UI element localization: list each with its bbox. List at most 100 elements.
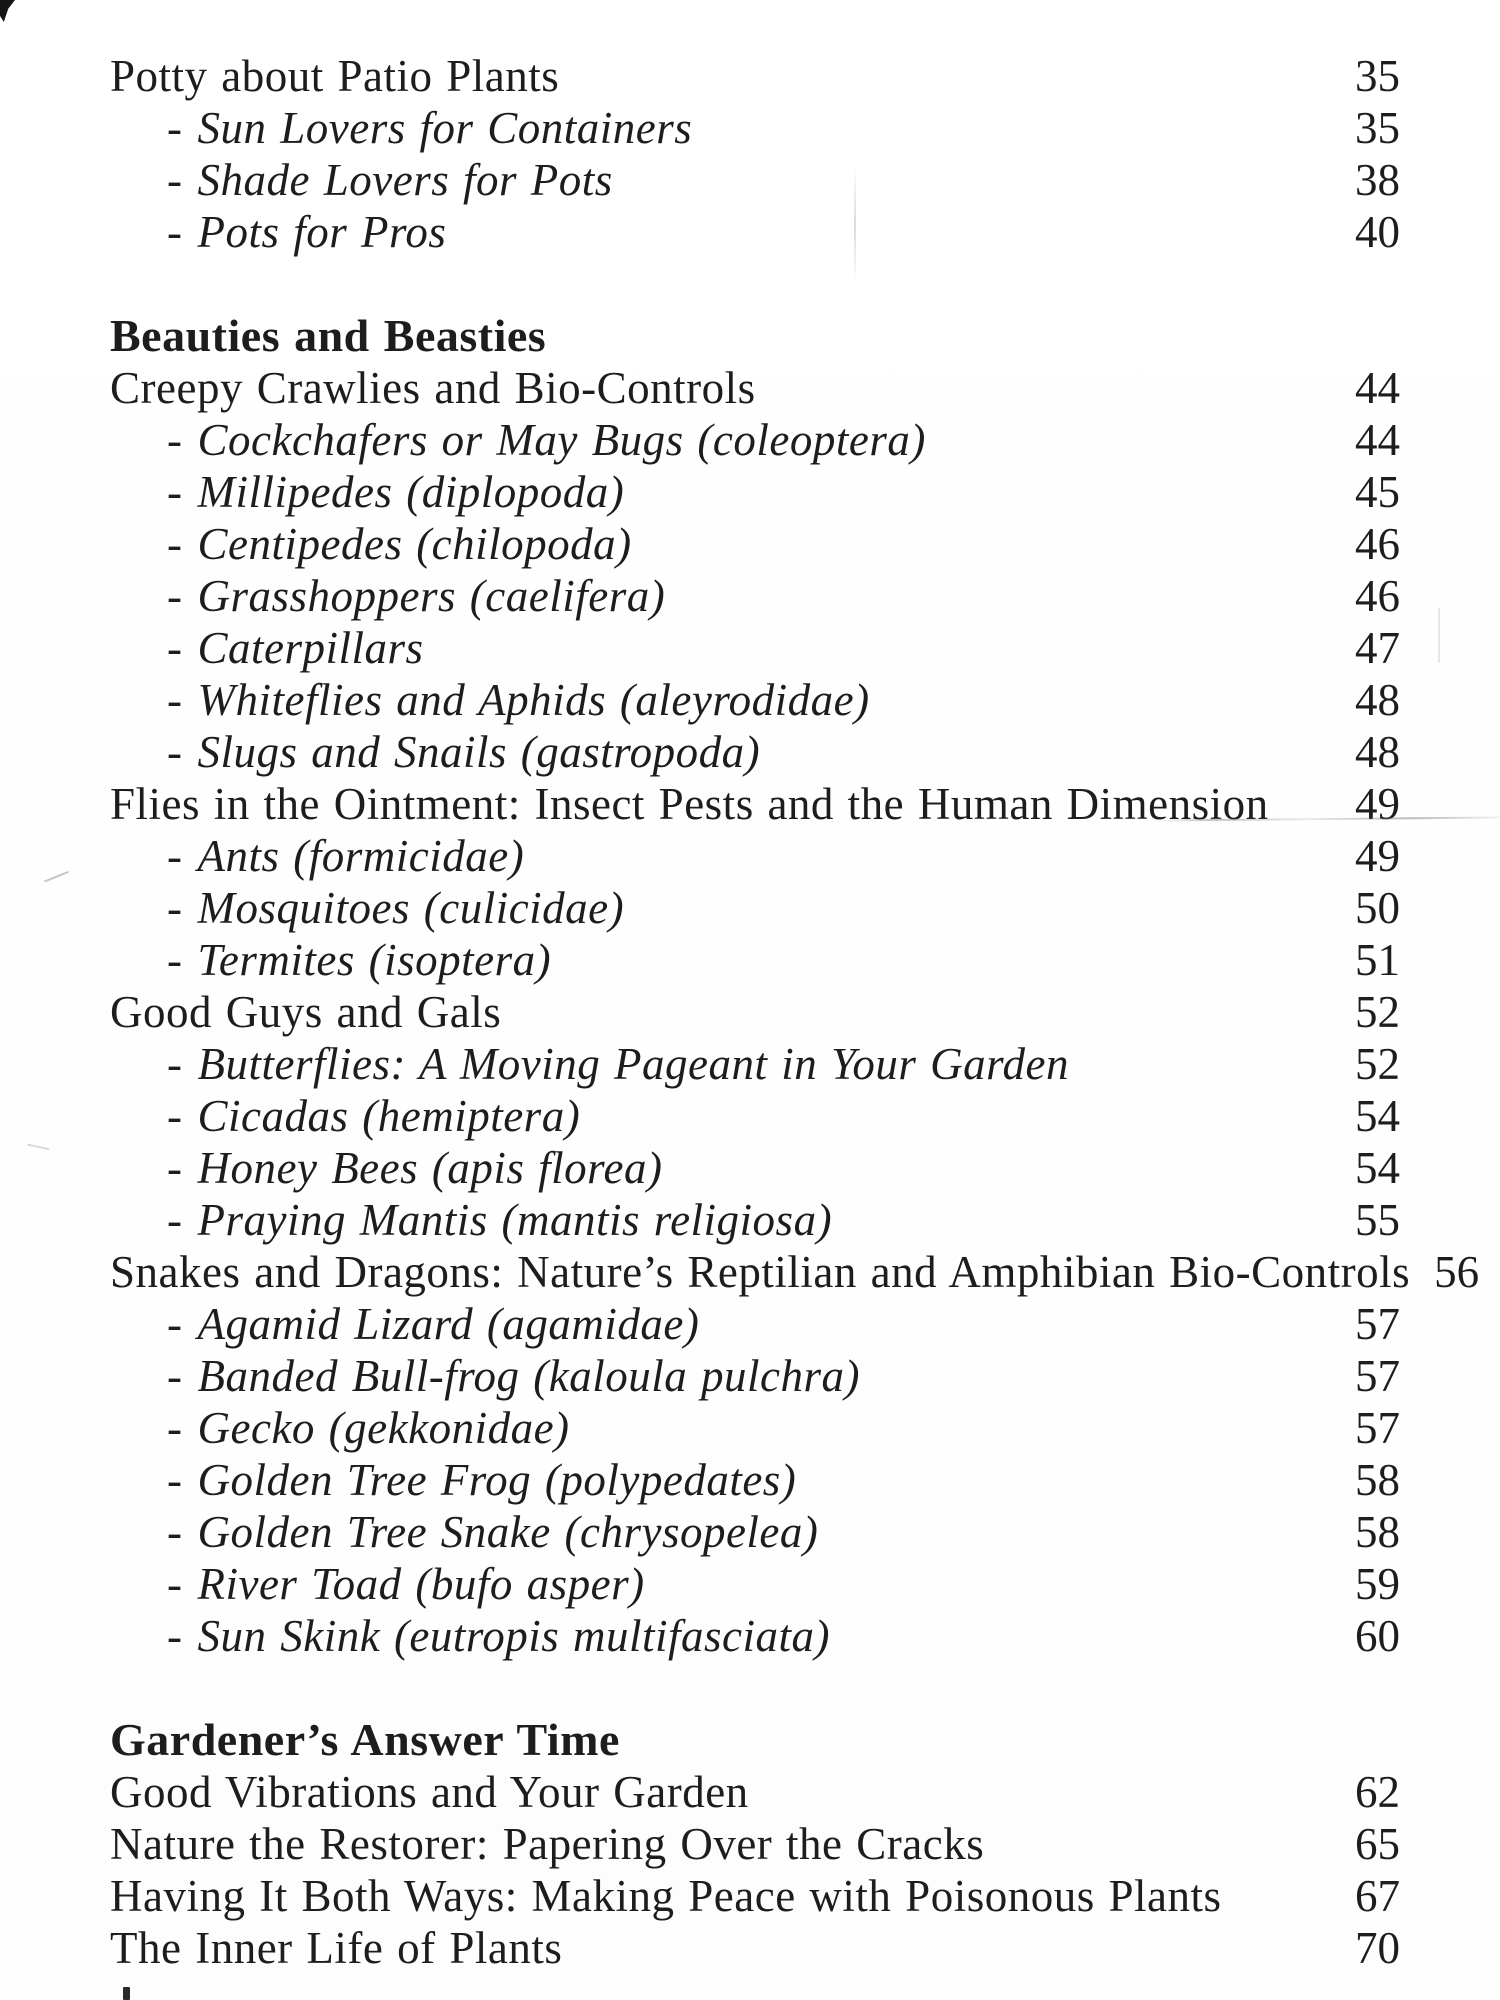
entry-dash: - (167, 883, 183, 933)
entry-title: - Golden Tree Snake (chrysopelea) (110, 1506, 818, 1558)
entry-title: - Slugs and Snails (gastropoda) (110, 726, 760, 778)
section-heading: Beauties and Beasties (110, 310, 547, 361)
entry-page-number: 59 (1355, 1559, 1400, 1609)
toc-entry: - Mosquitoes (culicidae) 50 (110, 882, 1400, 934)
entry-text: Whiteflies and Aphids (aleyrodidae) (197, 675, 870, 725)
toc-entry: - Slugs and Snails (gastropoda) 48 (110, 726, 1400, 778)
entry-text: Mosquitoes (culicidae) (197, 883, 625, 933)
entry-page-number: 55 (1355, 1195, 1400, 1245)
toc-entry: - Ants (formicidae) 49 (110, 830, 1400, 882)
entry-title: - Shade Lovers for Pots (110, 154, 613, 206)
entry-page-number: 65 (1355, 1819, 1400, 1869)
entry-title: - Grasshoppers (caelifera) (110, 570, 665, 622)
entry-text: Centipedes (chilopoda) (197, 519, 632, 569)
entry-title: Potty about Patio Plants (110, 50, 559, 102)
entry-title: - Butterflies: A Moving Pageant in Your G… (110, 1038, 1069, 1090)
entry-text: Honey Bees (apis florea) (197, 1143, 663, 1193)
entry-dash: - (167, 1351, 183, 1401)
toc-entry: - Millipedes (diplopoda) 45 (110, 466, 1400, 518)
toc-entry: Having It Both Ways: Making Peace with P… (110, 1870, 1400, 1922)
section-heading: Gardener’s Answer Time (110, 1714, 620, 1765)
entry-page-number: 48 (1355, 675, 1400, 725)
toc-entry: - Caterpillars 47 (110, 622, 1400, 674)
toc-entry: Good Vibrations and Your Garden 62 (110, 1766, 1400, 1818)
entry-page-number: 44 (1355, 415, 1400, 465)
toc-entry: - Golden Tree Snake (chrysopelea) 58 (110, 1506, 1400, 1558)
entry-text: Having It Both Ways: Making Peace with P… (110, 1871, 1222, 1921)
toc-entry: - Honey Bees (apis florea) 54 (110, 1142, 1400, 1194)
toc-entry: - Whiteflies and Aphids (aleyrodidae) 48 (110, 674, 1400, 726)
entry-dash: - (167, 1559, 183, 1609)
entry-dash: - (167, 831, 183, 881)
toc-entry: Flies in the Ointment: Insect Pests and … (110, 778, 1400, 830)
entry-dash: - (167, 103, 183, 153)
entry-title: - Praying Mantis (mantis religiosa) (110, 1194, 832, 1246)
entry-title: - Agamid Lizard (agamidae) (110, 1298, 699, 1350)
scan-speck (41, 863, 69, 883)
entry-text: Golden Tree Snake (chrysopelea) (197, 1507, 819, 1557)
entry-dash: - (167, 1507, 183, 1557)
entry-page-number: 46 (1355, 519, 1400, 569)
entry-text: Cicadas (hemiptera) (197, 1091, 581, 1141)
entry-page-number: 67 (1355, 1871, 1400, 1921)
toc-entry: - Pots for Pros 40 (110, 206, 1400, 258)
entry-title: - Honey Bees (apis florea) (110, 1142, 662, 1194)
entry-text: Butterflies: A Moving Pageant in Your Ga… (197, 1039, 1069, 1089)
entry-title: The Inner Life of Plants (110, 1922, 562, 1974)
entry-dash: - (167, 1299, 183, 1349)
scan-speck (27, 1137, 51, 1151)
toc-entry: - Grasshoppers (caelifera) 46 (110, 570, 1400, 622)
entry-title: Good Guys and Gals (110, 986, 501, 1038)
entry-text: Agamid Lizard (agamidae) (197, 1299, 700, 1349)
entry-dash: - (167, 571, 183, 621)
entry-text: Flies in the Ointment: Insect Pests and … (110, 779, 1269, 829)
entry-title: - Caterpillars (110, 622, 424, 674)
entry-text: Snakes and Dragons: Nature’s Reptilian a… (110, 1247, 1411, 1297)
toc-entry: - River Toad (bufo asper) 59 (110, 1558, 1400, 1610)
toc-entry: - Cockchafers or May Bugs (coleoptera) 44 (110, 414, 1400, 466)
entry-title: - River Toad (bufo asper) (110, 1558, 645, 1610)
entry-page-number: 57 (1355, 1403, 1400, 1453)
entry-dash: - (167, 1611, 183, 1661)
entry-text: Shade Lovers for Pots (197, 155, 613, 205)
entry-dash: - (167, 1091, 183, 1141)
entry-title: Good Vibrations and Your Garden (110, 1766, 749, 1818)
entry-text: Good Guys and Gals (110, 987, 502, 1037)
entry-text: Sun Lovers for Containers (197, 103, 693, 153)
toc-entry: - Agamid Lizard (agamidae) 57 (110, 1298, 1400, 1350)
entry-dash: - (167, 623, 183, 673)
entry-dash: - (167, 1455, 183, 1505)
entry-page-number: 52 (1355, 1039, 1400, 1089)
entry-title: - Gecko (gekkonidae) (110, 1402, 570, 1454)
entry-page-number: 35 (1355, 51, 1400, 101)
entry-text: Pots for Pros (197, 207, 447, 257)
toc-section: Beauties and Beasties Creepy Crawlies and… (110, 310, 1479, 1662)
entry-title: Snakes and Dragons: Nature’s Reptilian a… (110, 1246, 1410, 1298)
entry-dash: - (167, 935, 183, 985)
entry-page-number: 40 (1355, 207, 1400, 257)
entry-page-number: 54 (1355, 1143, 1400, 1193)
toc-entry: - Golden Tree Frog (polypedates) 58 (110, 1454, 1400, 1506)
entry-text: Slugs and Snails (gastropoda) (197, 727, 761, 777)
entry-text: Grasshoppers (caelifera) (197, 571, 666, 621)
entry-page-number: 51 (1355, 935, 1400, 985)
entry-title: - Mosquitoes (culicidae) (110, 882, 624, 934)
entry-title: Creepy Crawlies and Bio-Controls (110, 362, 756, 414)
toc-section: Potty about Patio Plants 35 - Sun Lovers fo… (110, 50, 1400, 258)
toc-entry: - Sun Skink (eutropis multifasciata) 60 (110, 1610, 1400, 1662)
entry-text: Nature the Restorer: Papering Over the C… (110, 1819, 985, 1869)
entry-title: - Cicadas (hemiptera) (110, 1090, 580, 1142)
entry-page-number: 49 (1355, 831, 1400, 881)
entry-page-number: 56 (1434, 1247, 1480, 1297)
entry-page-number: 57 (1355, 1351, 1400, 1401)
entry-title: Flies in the Ointment: Insect Pests and … (110, 778, 1269, 830)
entry-title: - Sun Lovers for Containers (110, 102, 692, 154)
entry-text: Caterpillars (197, 623, 424, 673)
toc-entry: - Butterflies: A Moving Pageant in Your G… (110, 1038, 1400, 1090)
entry-text: Golden Tree Frog (polypedates) (197, 1455, 797, 1505)
entry-dash: - (167, 519, 183, 569)
entry-text: The Inner Life of Plants (110, 1923, 563, 1973)
toc-entry: - Gecko (gekkonidae) 57 (110, 1402, 1400, 1454)
entry-dash: - (167, 675, 183, 725)
entry-title: - Banded Bull-frog (kaloula pulchra) (110, 1350, 860, 1402)
